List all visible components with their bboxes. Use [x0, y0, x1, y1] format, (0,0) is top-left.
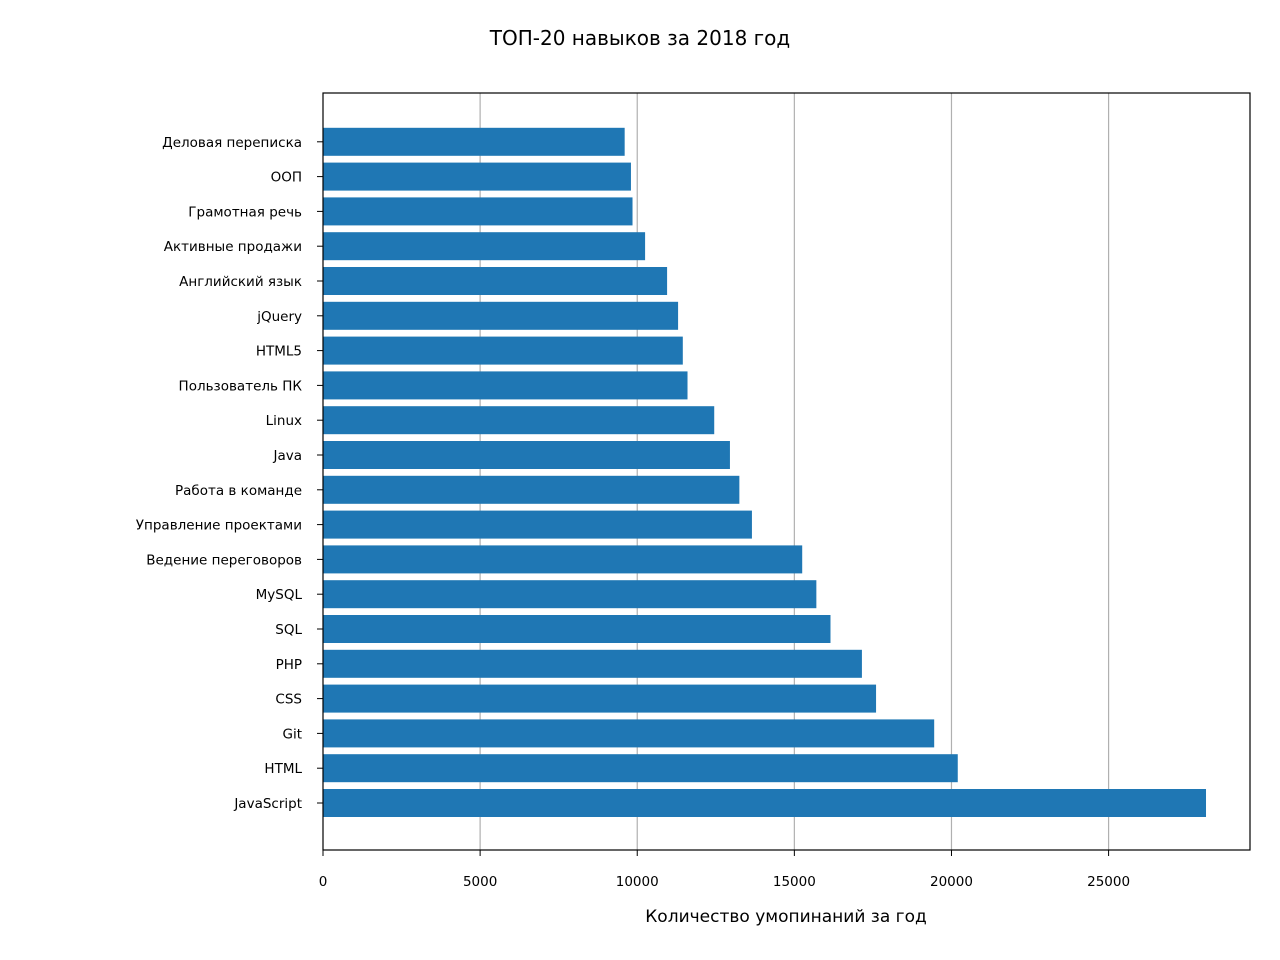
y-tick-label: Работа в команде [175, 483, 302, 499]
bar [323, 754, 958, 783]
x-axis-ticks: 0 5000 10000 15000 20000 25000 [319, 850, 1130, 890]
x-axis-label: Количество умопинаний за год [645, 907, 927, 927]
y-tick-label: ООП [271, 170, 302, 186]
bar [323, 267, 668, 295]
x-tick-label: 25000 [1087, 874, 1130, 890]
y-tick-label: Грамотная речь [188, 204, 302, 220]
bar [323, 510, 752, 539]
plot-area-frame [322, 92, 1251, 851]
x-tick-label: 5000 [463, 874, 497, 890]
chart-title: ТОП-20 навыков за 2018 год [489, 26, 790, 50]
bar [323, 615, 831, 643]
y-tick-label: Английский язык [179, 274, 302, 290]
bar [323, 162, 631, 191]
bar [323, 301, 679, 330]
bar [323, 127, 625, 156]
x-tick-label: 20000 [930, 874, 973, 890]
bar [323, 475, 740, 504]
bar [323, 649, 862, 678]
bar [323, 580, 817, 609]
y-tick-label: Управление проектами [136, 518, 302, 534]
y-tick-label: Java [272, 448, 302, 464]
bar [323, 371, 688, 400]
bar [323, 441, 730, 469]
y-tick-label: HTML [264, 761, 302, 777]
bar [323, 719, 935, 748]
y-tick-label: MySQL [256, 587, 303, 603]
x-tick-label: 10000 [616, 874, 659, 890]
y-axis-ticks: JavaScript HTML Git CSS PHP SQL MySQL Ведение п… [136, 135, 323, 812]
y-tick-label: Ведение переговоров [146, 552, 302, 568]
y-tick-label: Активные продажи [164, 239, 302, 255]
y-tick-label: SQL [275, 622, 302, 638]
y-tick-label: PHP [276, 657, 302, 673]
bar [323, 684, 877, 713]
y-tick-label: HTML5 [256, 344, 302, 360]
x-tick-label: 15000 [773, 874, 816, 890]
bar [323, 545, 803, 574]
y-tick-label: Пользователь ПК [179, 378, 303, 394]
y-tick-label: jQuery [256, 309, 302, 325]
y-tick-label: Деловая переписка [162, 135, 302, 151]
bar [323, 197, 633, 226]
y-tick-label: Git [282, 726, 302, 742]
y-tick-label: CSS [275, 692, 302, 708]
bar [323, 789, 1207, 817]
bar [323, 232, 646, 261]
x-tick-label: 0 [319, 874, 328, 890]
bar [323, 336, 683, 365]
y-tick-label: Linux [266, 413, 302, 429]
bar [323, 406, 715, 435]
bars [323, 127, 1207, 817]
y-tick-label: JavaScript [233, 796, 302, 812]
